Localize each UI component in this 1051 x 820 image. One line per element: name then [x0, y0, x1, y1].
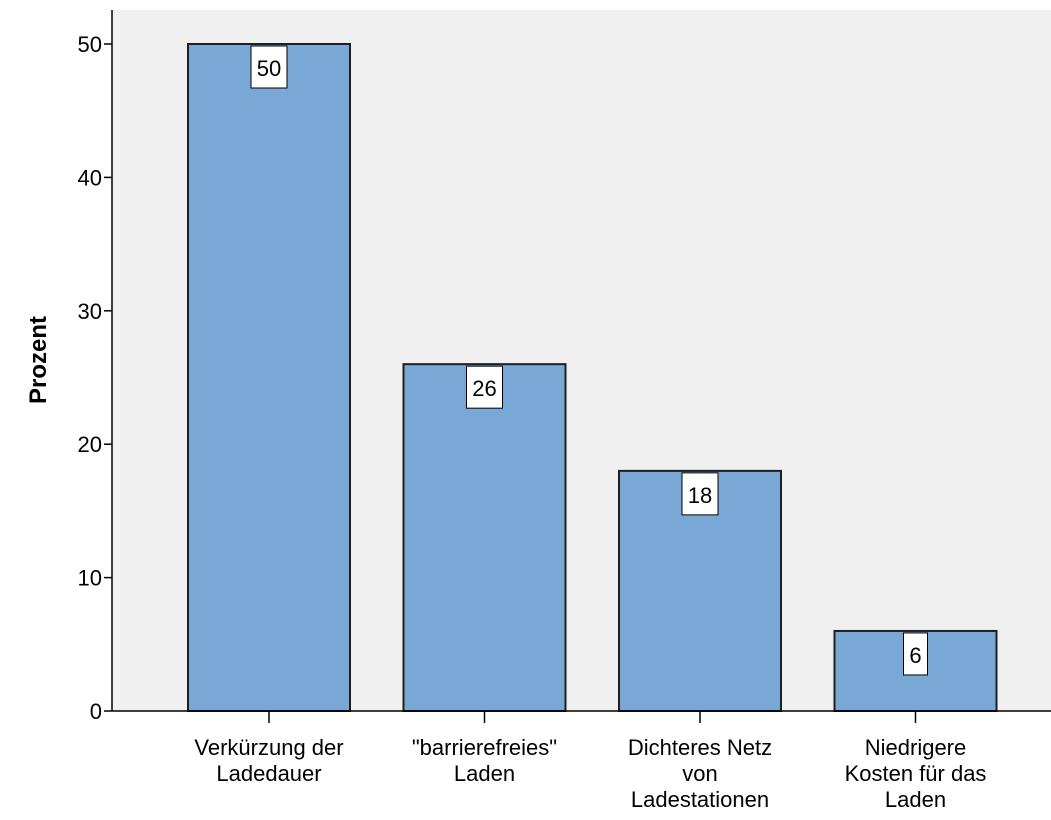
x-category-label: "barrierefreies"Laden [412, 735, 557, 786]
x-category-label-line: Laden [454, 761, 515, 786]
data-label-box [466, 365, 503, 409]
x-category-label-line: Verkürzung der [194, 735, 343, 760]
x-ticks-layer: Verkürzung derLadedauer"barrierefreies"L… [194, 711, 986, 812]
x-category-label-line: von [682, 761, 717, 786]
x-category-label-line: Laden [885, 787, 946, 812]
y-tick-label: 10 [78, 566, 102, 591]
y-axis-title: Prozent [25, 316, 52, 404]
data-label-box [681, 472, 719, 516]
x-category-label-line: Ladedauer [216, 761, 321, 786]
bar [402, 363, 567, 712]
y-tick-label: 0 [90, 699, 102, 724]
y-tick-label: 50 [78, 32, 102, 57]
data-label: 18 [688, 483, 712, 508]
data-label: 26 [472, 376, 496, 401]
y-tick-label: 30 [78, 299, 102, 324]
x-category-label-line: Ladestationen [631, 787, 769, 812]
data-label: 6 [909, 643, 921, 668]
y-ticks-layer: 0 10 20 30 40 50 [78, 32, 112, 724]
x-category-label-line: Kosten für das [845, 761, 987, 786]
x-category-label-line: "barrierefreies" [412, 735, 557, 760]
data-label: 50 [257, 56, 281, 81]
data-labels-layer: 50 26 18 6 [250, 45, 928, 676]
bar [187, 43, 351, 712]
y-tick-label: 40 [78, 165, 102, 190]
data-label-box [250, 45, 288, 89]
x-category-label-line: Niedrigere [865, 735, 967, 760]
y-tick-label: 20 [78, 432, 102, 457]
data-label-box [903, 632, 928, 676]
x-category-label-line: Dichteres Netz [628, 735, 772, 760]
